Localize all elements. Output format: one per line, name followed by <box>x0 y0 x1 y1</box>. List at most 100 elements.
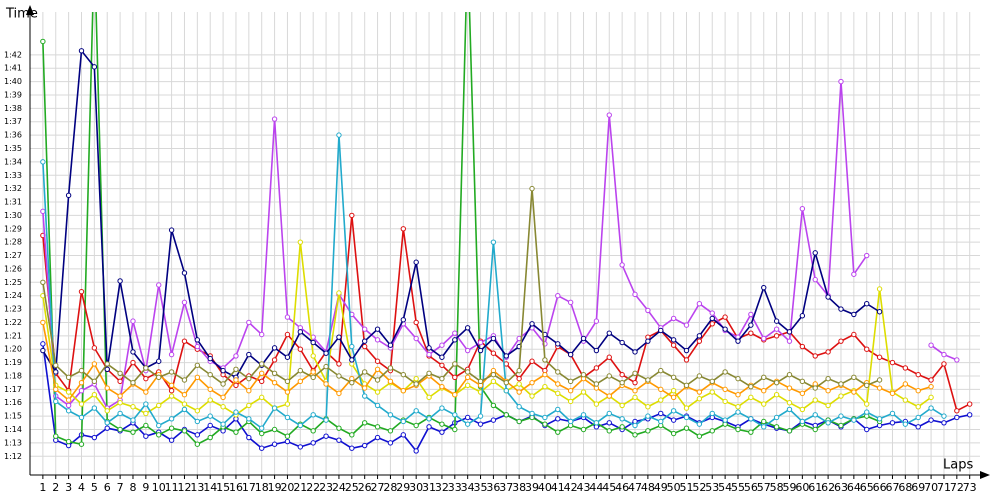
lap-point <box>40 159 46 165</box>
lap-point <box>941 420 947 426</box>
lap-point <box>233 409 239 415</box>
lap-point <box>773 333 780 339</box>
lap-point <box>593 318 600 324</box>
lap-point <box>490 378 497 385</box>
lap-point <box>825 349 831 355</box>
lap-point <box>619 424 625 430</box>
x-tick-label: 28 <box>383 481 397 494</box>
lap-point <box>271 379 278 386</box>
y-tick-label: 1:40 <box>4 77 22 86</box>
x-tick-label: 3 <box>65 481 72 494</box>
lap-point <box>696 333 703 339</box>
lap-point <box>915 424 921 430</box>
lap-point <box>748 429 754 435</box>
lap-point <box>876 416 883 422</box>
lap-point <box>349 343 355 350</box>
lap-point <box>503 379 509 386</box>
lap-point <box>477 347 484 354</box>
lap-point <box>799 343 806 350</box>
lap-point <box>413 335 419 342</box>
lap-point <box>361 343 368 350</box>
lap-point <box>323 381 329 387</box>
lap-point <box>593 365 600 371</box>
lap-point <box>490 371 497 378</box>
lap-point <box>722 326 728 332</box>
lap-point <box>233 377 239 383</box>
lap-point <box>207 413 213 419</box>
lap-point <box>799 313 806 319</box>
lap-point <box>117 400 123 406</box>
lap-point <box>670 337 677 343</box>
lap-point <box>143 422 149 429</box>
x-tick-label: 69 <box>911 481 925 494</box>
lap-point <box>259 394 265 401</box>
x-tick-label: 56 <box>744 481 758 494</box>
lap-point <box>464 421 471 427</box>
lap-point <box>567 398 574 405</box>
lap-point <box>889 359 896 366</box>
lap-point <box>271 116 278 122</box>
lap-point <box>426 345 432 351</box>
lap-point <box>271 405 278 411</box>
lap-point <box>516 418 522 425</box>
lap-point <box>452 330 458 336</box>
lap-point <box>876 354 883 360</box>
lap-point <box>53 433 59 439</box>
y-tick-label: 1:22 <box>4 318 22 327</box>
lap-point <box>78 441 85 447</box>
lap-point <box>297 444 304 450</box>
y-tick-label: 1:18 <box>4 371 22 380</box>
x-tick-label: 22 <box>306 481 320 494</box>
lap-point <box>271 441 278 447</box>
y-tick-label: 1:25 <box>4 278 22 287</box>
lap-point <box>542 421 548 427</box>
lap-point <box>117 370 123 377</box>
lap-point <box>632 422 638 429</box>
x-tick-label: 48 <box>641 481 655 494</box>
x-tick-label: 24 <box>332 481 346 494</box>
lap-point <box>168 425 175 431</box>
lap-point <box>709 428 715 434</box>
lap-point <box>40 347 46 354</box>
lap-point <box>452 374 458 381</box>
lap-point <box>670 417 677 423</box>
lap-point <box>194 362 201 368</box>
x-tick-label: 32 <box>435 481 449 494</box>
lap-point <box>529 410 535 417</box>
x-tick-label: 54 <box>718 481 732 494</box>
lap-point <box>941 413 947 419</box>
lap-point <box>207 434 213 441</box>
lap-point <box>220 367 226 374</box>
lap-point <box>825 420 831 426</box>
lap-point <box>773 318 780 324</box>
lap-point <box>851 389 857 395</box>
x-tick-label: 23 <box>319 481 333 494</box>
lap-point <box>580 426 587 433</box>
lap-point <box>722 369 728 375</box>
lap-point <box>130 417 136 423</box>
lap-point <box>593 401 600 407</box>
lap-point <box>400 226 407 232</box>
lap-point <box>297 346 304 352</box>
lap-point <box>889 390 896 397</box>
lap-point <box>246 434 252 441</box>
x-tick-label: 26 <box>358 481 372 494</box>
lap-point <box>593 347 600 354</box>
x-tick-label: 41 <box>551 481 565 494</box>
lap-point <box>658 327 664 334</box>
lap-point <box>864 401 870 407</box>
lap-point <box>786 371 793 378</box>
x-tick-label: 55 <box>731 481 745 494</box>
lap-point <box>464 325 471 331</box>
lap-point <box>735 404 741 410</box>
lap-point <box>40 341 46 347</box>
y-tick-label: 1:37 <box>4 117 22 126</box>
y-axis-label: Time <box>5 7 38 22</box>
lap-point <box>851 417 857 423</box>
lap-point <box>130 318 136 324</box>
lap-point <box>297 422 304 429</box>
lap-point <box>619 402 625 409</box>
lap-point <box>207 397 213 403</box>
x-tick-label: 58 <box>770 481 784 494</box>
lap-point <box>928 342 934 348</box>
